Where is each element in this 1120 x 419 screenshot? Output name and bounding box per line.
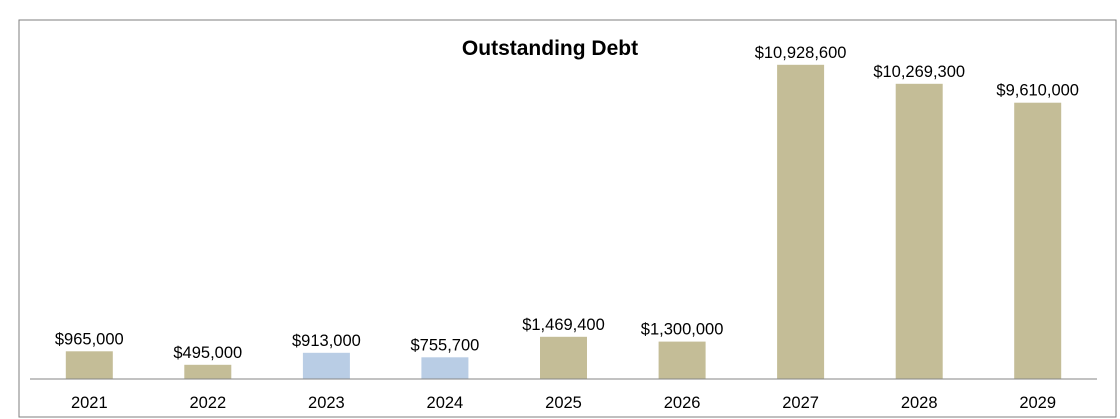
x-tick-label-2024: 2024 [427,394,464,412]
data-label-2022: $495,000 [173,344,242,362]
x-tick-label-2021: 2021 [71,394,108,412]
bar-2029 [1014,102,1062,379]
bar-2027 [777,64,825,380]
x-tick-label-2022: 2022 [189,394,226,412]
data-label-2021: $965,000 [55,330,124,348]
x-tick-label-2028: 2028 [901,394,938,412]
bar-2028 [895,83,943,380]
data-label-2029: $9,610,000 [996,82,1079,100]
bar-2022 [184,364,232,379]
x-tick-label-2027: 2027 [782,394,819,412]
bar-2025 [540,336,587,379]
bar-2026 [658,341,706,379]
data-label-2023: $913,000 [292,332,361,350]
x-tick-labels-group: 2021 2022 2023 2024 2025 2026 2027 2028 2029 [71,394,1056,412]
data-label-2026: $1,300,000 [641,321,724,339]
x-tick-label-2025: 2025 [545,394,582,412]
data-label-2024: $755,700 [410,336,479,354]
data-labels-group: $965,000 $495,000 $913,000 $755,700 $1,469,4… [55,44,1079,362]
bar-2023 [302,352,350,379]
data-label-2028: $10,269,300 [873,63,965,81]
chart-title: Outstanding Debt [462,37,638,60]
data-label-2025: $1,469,400 [522,316,605,334]
x-tick-label-2023: 2023 [308,394,345,412]
bar-2021 [65,351,113,379]
bar-2024 [421,357,469,379]
data-label-2027: $10,928,600 [755,44,847,62]
chart-border [18,19,1117,418]
x-tick-label-2026: 2026 [664,394,701,412]
bars-group [65,64,1062,380]
x-tick-label-2029: 2029 [1019,394,1056,412]
